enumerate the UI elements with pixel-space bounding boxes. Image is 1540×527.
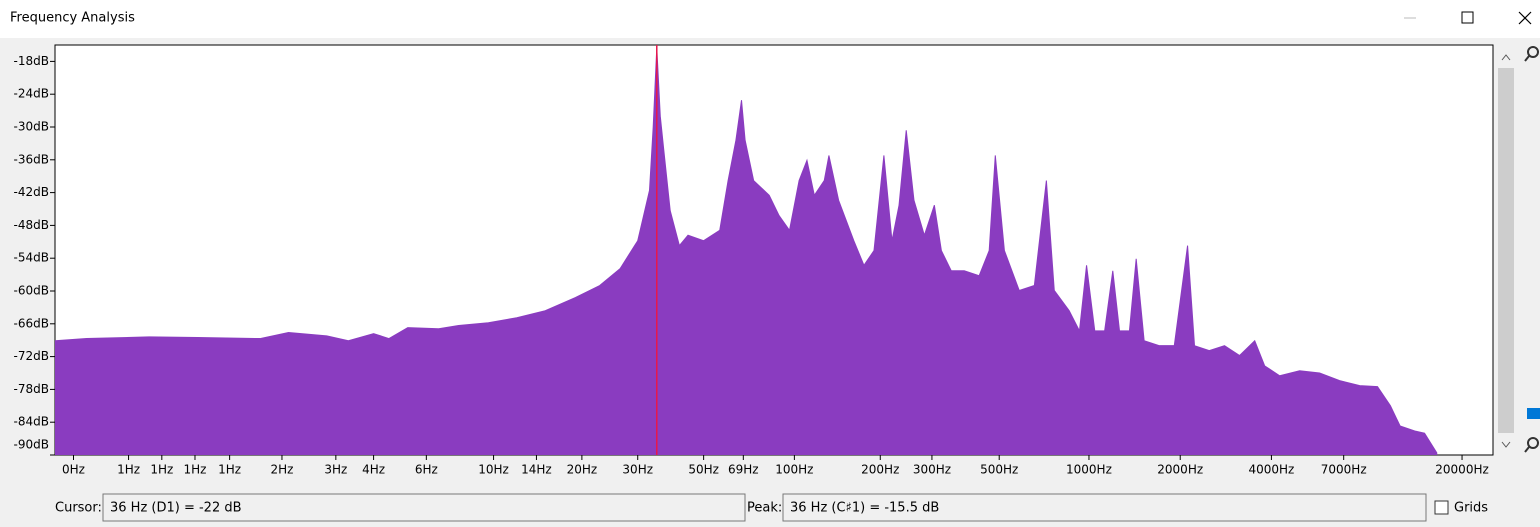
peak-value: 36 Hz (C♯1) = -15.5 dB <box>790 501 939 516</box>
cursor-field <box>102 493 746 522</box>
y-tick-label: -48dB <box>14 218 49 232</box>
x-tick-label: 300Hz <box>913 463 951 477</box>
y-tick-label: -60dB <box>14 284 49 298</box>
zoom-out[interactable] <box>1524 437 1539 453</box>
x-tick-label: 50Hz <box>688 463 719 477</box>
grids-checkbox[interactable] <box>1434 500 1449 515</box>
zoom-slider[interactable] <box>1527 408 1540 419</box>
cursor-value: 36 Hz (D1) = -22 dB <box>110 501 242 516</box>
x-tick-label: 0Hz <box>62 463 85 477</box>
x-tick-label: 10Hz <box>478 463 509 477</box>
y-tick-label: -78dB <box>14 382 49 396</box>
x-tick-label: 3Hz <box>324 463 347 477</box>
x-tick-label: 4Hz <box>362 463 385 477</box>
x-tick-label: 20Hz <box>567 463 598 477</box>
x-tick-label: 1Hz <box>218 463 241 477</box>
spectrum-area <box>55 47 1438 455</box>
y-tick-label: -84dB <box>14 415 49 429</box>
y-tick-label: -30dB <box>14 120 49 134</box>
y-tick-label: -54dB <box>14 251 49 265</box>
peak-field <box>782 493 1427 522</box>
scroll-up[interactable] <box>1501 54 1511 61</box>
x-tick-label: 1Hz <box>117 463 140 477</box>
y-tick-label: -66dB <box>14 316 49 330</box>
y-tick-label: -18dB <box>14 54 49 68</box>
x-tick-label: 7000Hz <box>1321 463 1367 477</box>
plot <box>55 45 1438 455</box>
close-button[interactable] <box>1518 11 1532 25</box>
y-tick-label: -42dB <box>14 185 49 199</box>
peak-label: Peak: <box>747 501 782 516</box>
y-tick-label: -90dB <box>14 438 49 452</box>
title-bar <box>0 0 1540 38</box>
x-tick-label: 2000Hz <box>1157 463 1203 477</box>
x-tick-label: 200Hz <box>861 463 899 477</box>
scrollbar-thumb[interactable] <box>1498 68 1514 433</box>
x-tick-label: 6Hz <box>415 463 438 477</box>
x-tick-label: 1Hz <box>150 463 173 477</box>
y-tick-label: -72dB <box>14 349 49 363</box>
maximize-button[interactable] <box>1461 11 1474 24</box>
x-tick-label: 1000Hz <box>1066 463 1112 477</box>
x-tick-label: 500Hz <box>980 463 1018 477</box>
y-tick-label: -24dB <box>14 87 49 101</box>
window-title: Frequency Analysis <box>10 11 135 26</box>
grids-label[interactable]: Grids <box>1454 501 1488 516</box>
x-tick-label: 69Hz <box>728 463 759 477</box>
scroll-down[interactable] <box>1501 441 1511 448</box>
x-tick-label: 4000Hz <box>1248 463 1294 477</box>
x-tick-label: 1Hz <box>183 463 206 477</box>
cursor-label: Cursor: <box>55 501 102 516</box>
y-tick-label: -36dB <box>14 152 49 166</box>
x-tick-label: 14Hz <box>521 463 552 477</box>
zoom-in[interactable] <box>1524 46 1539 62</box>
x-tick-label: 20000Hz <box>1435 463 1489 477</box>
x-tick-label: 100Hz <box>775 463 813 477</box>
x-tick-label: 30Hz <box>622 463 653 477</box>
x-tick-label: 2Hz <box>270 463 293 477</box>
